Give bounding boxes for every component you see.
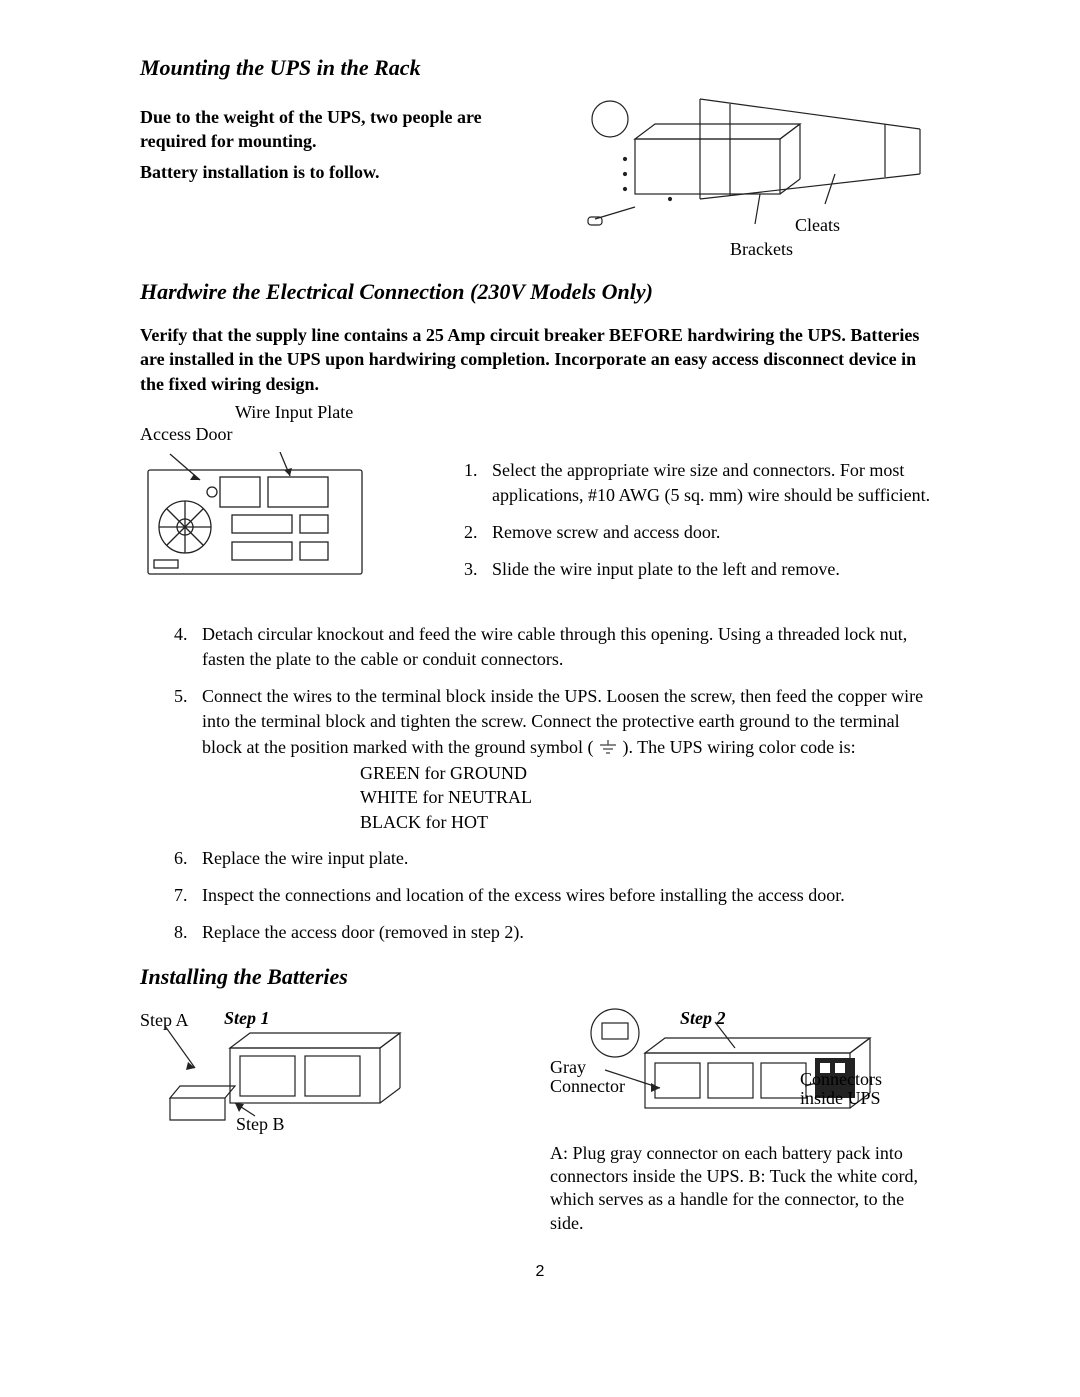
gray-connector-text: GrayConnector — [550, 1057, 625, 1097]
gray-connector-label: GrayConnector — [550, 1058, 625, 1098]
mounting-row: Due to the weight of the UPS, two people… — [140, 99, 940, 249]
step2-label: Step 2 — [680, 1008, 726, 1029]
access-door-label: Access Door — [140, 424, 232, 445]
step-1: Select the appropriate wire size and con… — [482, 458, 940, 508]
rear-panel-svg — [140, 452, 370, 582]
battery-caption: A: Plug gray connector on each battery p… — [550, 1142, 940, 1236]
step-6: Replace the wire input plate. — [192, 846, 940, 871]
mounting-p2: Battery installation is to follow. — [140, 160, 540, 184]
rack-svg — [570, 89, 940, 259]
heading-hardwire: Hardwire the Electrical Connection (230V… — [140, 279, 940, 305]
step-5b: ). The UPS wiring color code is: — [622, 737, 855, 757]
step-7: Inspect the connections and location of … — [192, 883, 940, 908]
cleats-label: Cleats — [795, 215, 840, 236]
heading-batteries: Installing the Batteries — [140, 964, 940, 990]
step-2: Remove screw and access door. — [482, 520, 940, 545]
mounting-text-block: Due to the weight of the UPS, two people… — [140, 99, 540, 190]
heading-mounting: Mounting the UPS in the Rack — [140, 55, 940, 81]
step1-label: Step 1 — [224, 1008, 270, 1029]
battery-row: Step A Step 1 Step B — [140, 1008, 940, 1254]
page-number: 2 — [140, 1263, 940, 1281]
battery-step1-figure: Step A Step 1 Step B — [140, 1008, 530, 1138]
battery-step2-figure: Step 2 GrayConnector Connectorsinside UP… — [550, 1008, 940, 1138]
connectors-inside-label: Connectorsinside UPS — [800, 1070, 910, 1110]
brackets-label: Brackets — [730, 239, 793, 260]
hardwire-steps-4to8: Detach circular knockout and feed the wi… — [140, 622, 940, 946]
rear-panel-figure — [140, 452, 400, 612]
cc-green: GREEN for GROUND — [360, 761, 940, 785]
color-codes: GREEN for GROUND WHITE for NEUTRAL BLACK… — [360, 761, 940, 834]
step-8: Replace the access door (removed in step… — [192, 920, 940, 945]
step-5: Connect the wires to the terminal block … — [192, 684, 940, 834]
mounting-p1: Due to the weight of the UPS, two people… — [140, 105, 540, 154]
ground-symbol-icon — [598, 736, 618, 761]
cc-white: WHITE for NEUTRAL — [360, 785, 940, 809]
rack-figure: Brackets Cleats — [570, 99, 940, 249]
stepA-label: Step A — [140, 1010, 189, 1031]
wire-input-plate-label: Wire Input Plate — [235, 402, 353, 423]
hardwire-steps-1to3: Select the appropriate wire size and con… — [430, 458, 940, 595]
document-page: Mounting the UPS in the Rack Due to the … — [0, 0, 1080, 1341]
step-4: Detach circular knockout and feed the wi… — [192, 622, 940, 672]
battery-step2-block: Step 2 GrayConnector Connectorsinside UP… — [550, 1008, 940, 1254]
battery-step1-block: Step A Step 1 Step B — [140, 1008, 530, 1138]
stepB-label: Step B — [236, 1114, 285, 1135]
hardwire-row: Select the appropriate wire size and con… — [140, 452, 940, 612]
step-3: Slide the wire input plate to the left a… — [482, 557, 940, 582]
cc-black: BLACK for HOT — [360, 810, 940, 834]
hardwire-intro: Verify that the supply line contains a 2… — [140, 323, 940, 396]
